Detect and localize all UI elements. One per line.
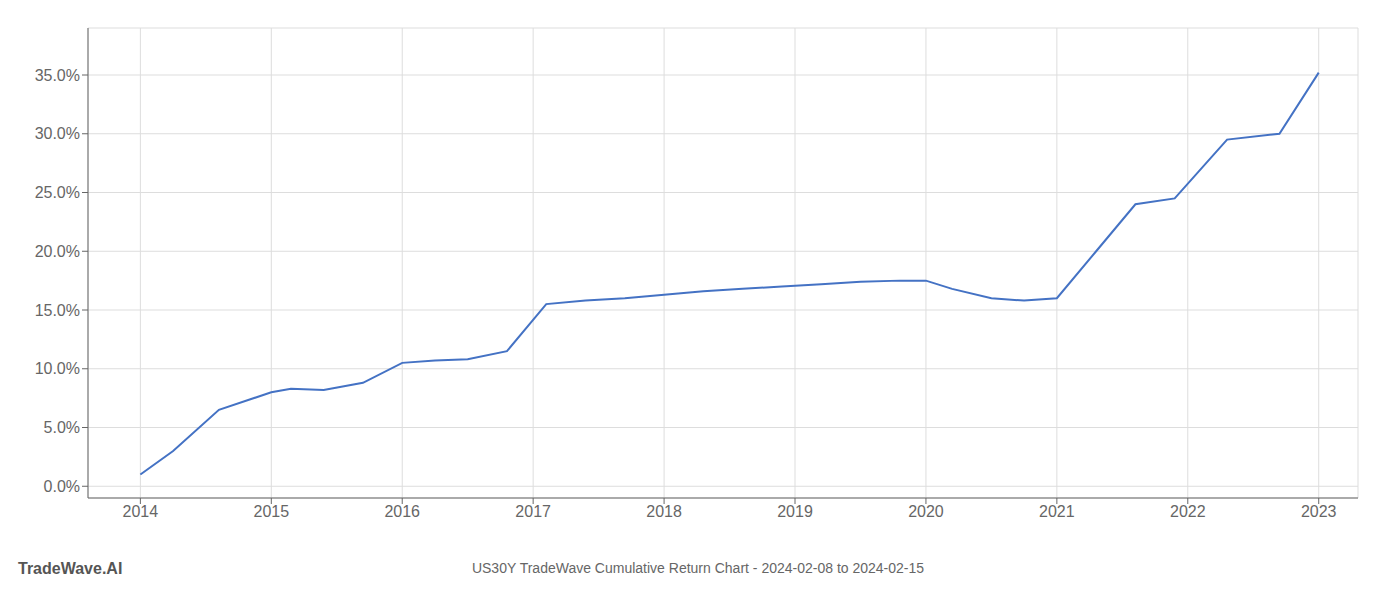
html-text:TradeWave.AI: TradeWave.AI — [18, 560, 123, 577]
svg-text:0.0%: 0.0% — [44, 478, 80, 495]
html-text:US30Y TradeWave Cumulative Ret: US30Y TradeWave Cumulative Return Chart … — [471, 560, 925, 576]
svg-text:2023: 2023 — [1301, 503, 1337, 520]
svg-text:2014: 2014 — [123, 503, 159, 520]
svg-text:2021: 2021 — [1039, 503, 1075, 520]
svg-text:5.0%: 5.0% — [44, 419, 80, 436]
svg-text:2022: 2022 — [1170, 503, 1206, 520]
svg-text:2018: 2018 — [646, 503, 682, 520]
svg-text:35.0%: 35.0% — [35, 67, 80, 84]
svg-text:2016: 2016 — [384, 503, 420, 520]
svg-text:25.0%: 25.0% — [35, 184, 80, 201]
svg-text:30.0%: 30.0% — [35, 125, 80, 142]
svg-text:10.0%: 10.0% — [35, 360, 80, 377]
svg-text:2017: 2017 — [515, 503, 551, 520]
svg-text:2019: 2019 — [777, 503, 813, 520]
svg-text:2015: 2015 — [254, 503, 290, 520]
svg-text:2020: 2020 — [908, 503, 944, 520]
svg-text:20.0%: 20.0% — [35, 243, 80, 260]
svg-text:15.0%: 15.0% — [35, 302, 80, 319]
